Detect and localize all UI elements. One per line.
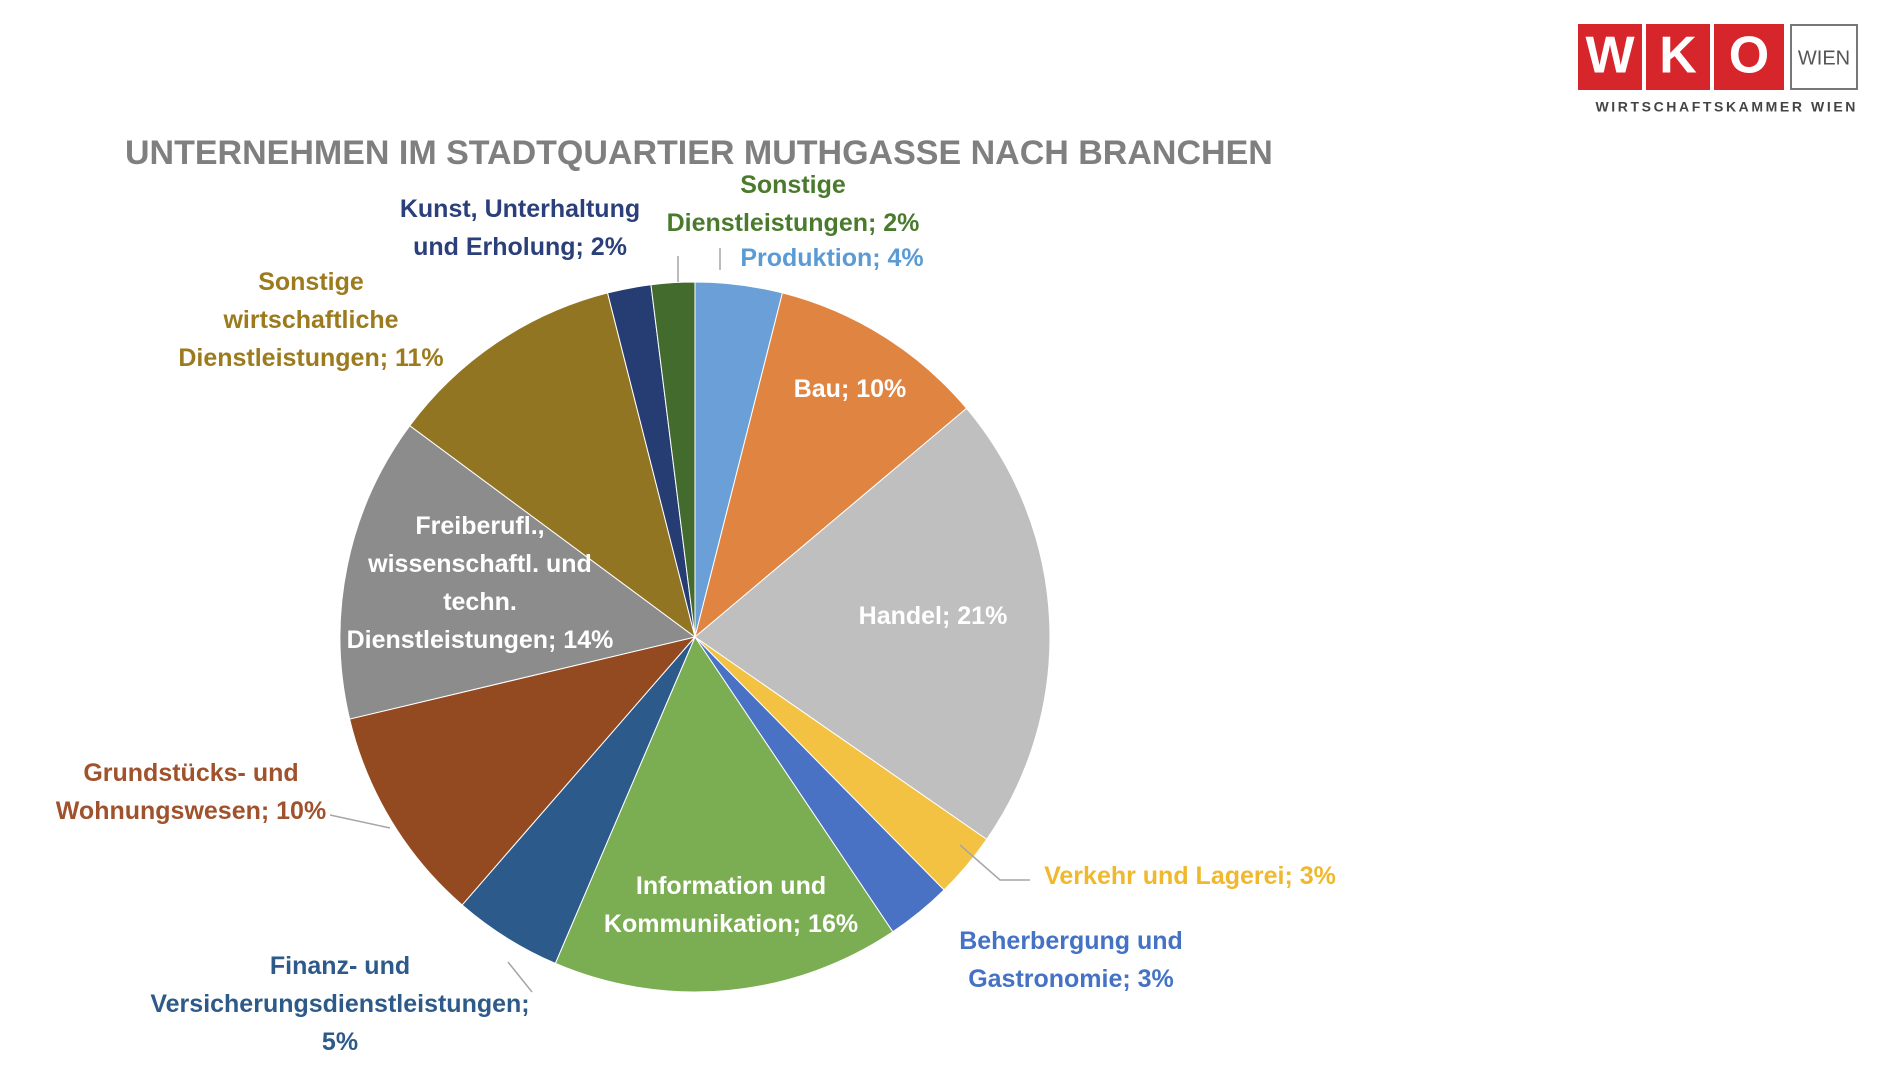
pie-slice <box>409 292 696 639</box>
label-line: und Erholung; 2% <box>413 233 627 261</box>
label-line: Finanz- und <box>270 952 410 980</box>
label-line: techn. <box>443 588 517 616</box>
label-line: Verkehr und Lagerei; 3% <box>1044 862 1336 890</box>
label-line: Dienstleistungen; 14% <box>347 626 614 654</box>
data-label: Kunst, Unterhaltung und Erholung; 2% <box>400 195 640 261</box>
data-label: Sonstige wirtschaftliche Dienstleistungen;… <box>178 268 443 372</box>
pie-slice <box>694 292 968 639</box>
data-label: Information und Kommunikation; 16% <box>604 872 858 938</box>
label-line: Kommunikation; 16% <box>604 910 858 938</box>
pie-slice <box>349 636 697 906</box>
data-label: Handel; 21% <box>859 602 1008 630</box>
label-line: wissenschaftl. und <box>367 550 592 578</box>
data-label: Produktion; 4% <box>740 244 923 272</box>
label-line: wirtschaftliche <box>222 306 398 334</box>
label-line: Dienstleistungen; 11% <box>178 344 443 372</box>
label-line: Produktion; 4% <box>740 244 923 272</box>
label-line: Kunst, Unterhaltung <box>400 195 640 223</box>
label-line: Grundstücks- und <box>83 759 298 787</box>
label-line: Sonstige <box>740 171 846 199</box>
logo-letter: W <box>1585 27 1635 85</box>
label-line: Versicherungsdienstleistungen; <box>150 990 529 1018</box>
pie-slice <box>694 407 1051 841</box>
data-label: Freiberufl., wissenschaftl. und techn. Dien… <box>347 512 614 654</box>
logo-letter: O <box>1729 27 1769 85</box>
logo-tagline: WIRTSCHAFTSKAMMER WIEN <box>1595 99 1858 115</box>
logo-region: WIEN <box>1798 47 1850 69</box>
pie-slice <box>554 635 894 993</box>
data-label: Beherbergung und Gastronomie; 3% <box>959 927 1183 993</box>
leader-line <box>507 961 533 993</box>
data-label: Finanz- und Versicherungsdienstleistungen… <box>150 952 529 1056</box>
label-line: Dienstleistungen; 2% <box>667 209 920 237</box>
chart-title: UNTERNEHMEN IM STADTQUARTIER MUTHGASSE N… <box>125 134 1273 172</box>
label-line: Information und <box>636 872 826 900</box>
label-line: Beherbergung und <box>959 927 1183 955</box>
label-line: Bau; 10% <box>794 375 907 403</box>
label-line: Handel; 21% <box>859 602 1008 630</box>
logo-box <box>1714 24 1784 90</box>
label-line: Gastronomie; 3% <box>968 965 1174 993</box>
logo-box <box>1646 24 1710 90</box>
leader-line <box>959 844 1030 881</box>
label-line: Wohnungswesen; 10% <box>56 797 326 825</box>
label-line: 5% <box>322 1028 358 1056</box>
data-label: Grundstücks- und Wohnungswesen; 10% <box>56 759 326 825</box>
data-label: Verkehr und Lagerei; 3% <box>1044 862 1336 890</box>
leader-line <box>329 814 391 829</box>
pie-slice <box>339 424 697 720</box>
pie-slice <box>650 281 696 638</box>
label-line: Sonstige <box>258 268 364 296</box>
logo-letter: K <box>1659 27 1697 85</box>
logo-region-box <box>1790 24 1858 90</box>
data-label: Bau; 10% <box>794 375 907 403</box>
data-label: Sonstige Dienstleistungen; 2% <box>667 171 920 237</box>
label-line: Freiberufl., <box>415 512 544 540</box>
logo-box <box>1578 24 1642 90</box>
